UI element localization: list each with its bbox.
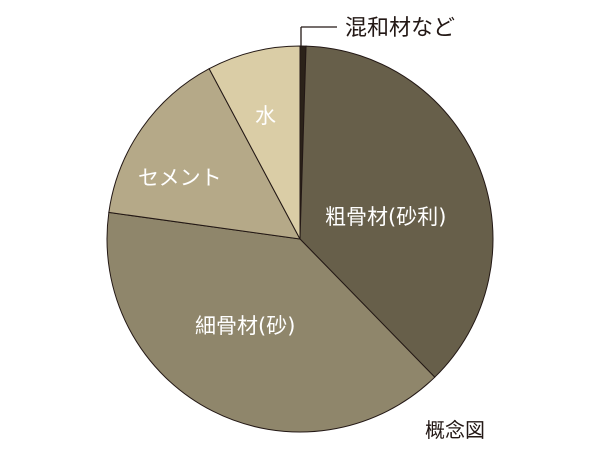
pie-slice-3	[108, 68, 301, 240]
slice-label-admixture: 混和材など	[345, 16, 455, 41]
pie-slice-4	[208, 45, 301, 240]
pie-slice-1	[299, 45, 494, 378]
slice-label-water: 水	[255, 104, 276, 128]
pie-slice-2	[106, 211, 436, 433]
slice-label-sand: 細骨材(砂)	[195, 314, 295, 338]
slice-label-cement: セメント	[138, 166, 222, 190]
concept-note: 概念図	[425, 418, 485, 442]
slice-label-gravel: 粗骨材(砂利)	[325, 205, 446, 229]
